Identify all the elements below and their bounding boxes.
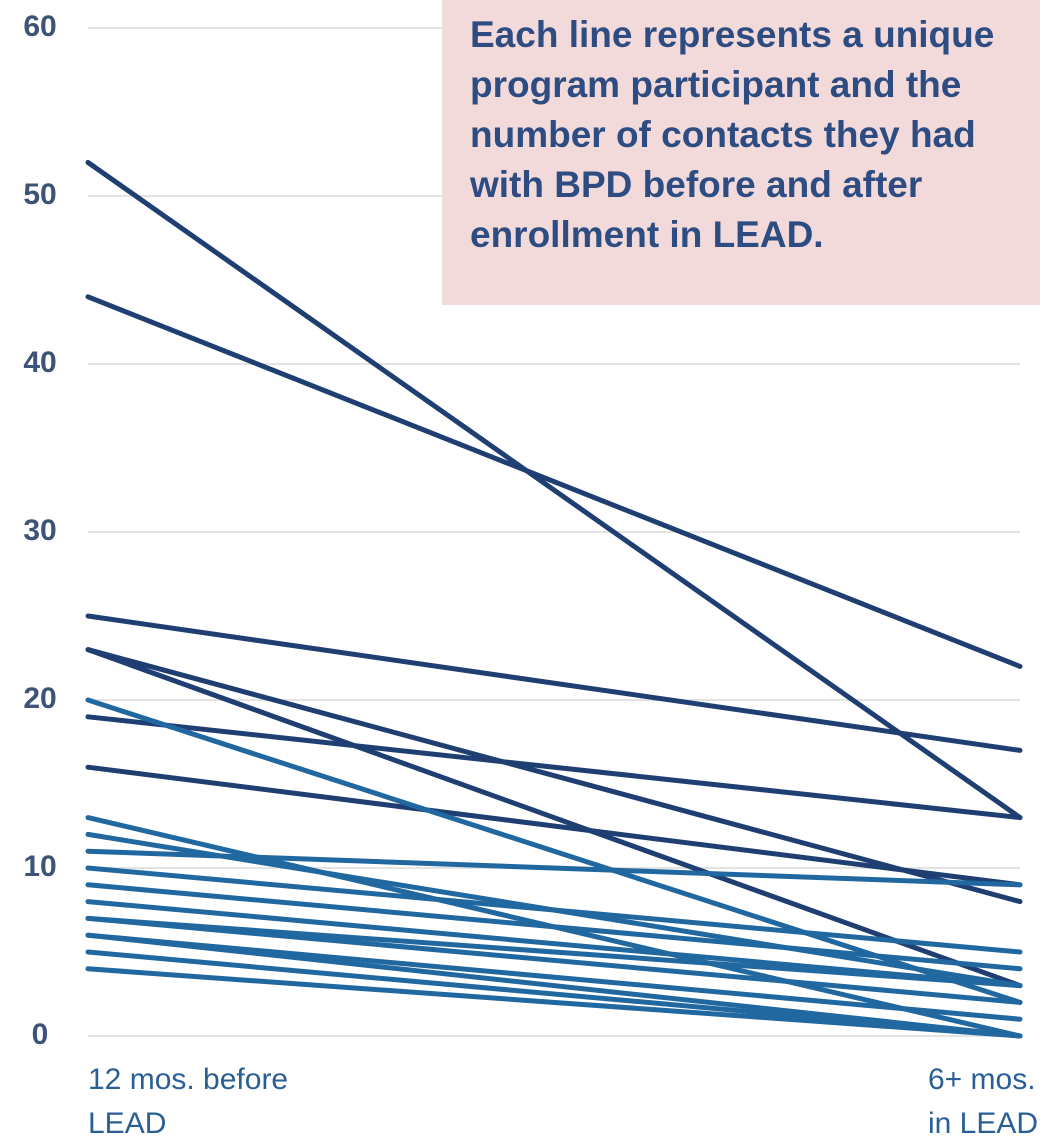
series-line [85,714,1023,821]
series-line [85,159,1023,821]
y-tick-label: 50 [23,178,56,211]
series-line [85,949,1023,1039]
series-line [85,294,1023,669]
series-line [85,966,1023,1039]
series-line [85,865,1023,955]
series-line [85,613,1023,753]
series-line [85,932,1023,1022]
series-line [85,882,1023,972]
series-line [85,697,1023,1005]
series-line [85,647,1023,905]
series-line [85,915,1023,1005]
series-line [85,647,1023,989]
y-tick-label: 40 [23,346,56,379]
annotation: Each line represents a unique program pa… [442,0,1040,305]
series-line [85,915,1023,989]
y-tick-label: 60 [23,10,56,43]
y-tick-label: 0 [32,1018,49,1051]
series-line [85,848,1023,888]
y-tick-label: 20 [23,682,56,715]
x-tick-label: 6+ mos. in LEAD [928,1063,1039,1140]
y-tick-label: 30 [23,514,56,547]
series-line [85,899,1023,989]
series-line [85,764,1023,888]
y-tick-label: 10 [23,850,56,883]
series-line [85,932,1023,1039]
x-tick-label: 12 mos. before LEAD [88,1063,289,1140]
